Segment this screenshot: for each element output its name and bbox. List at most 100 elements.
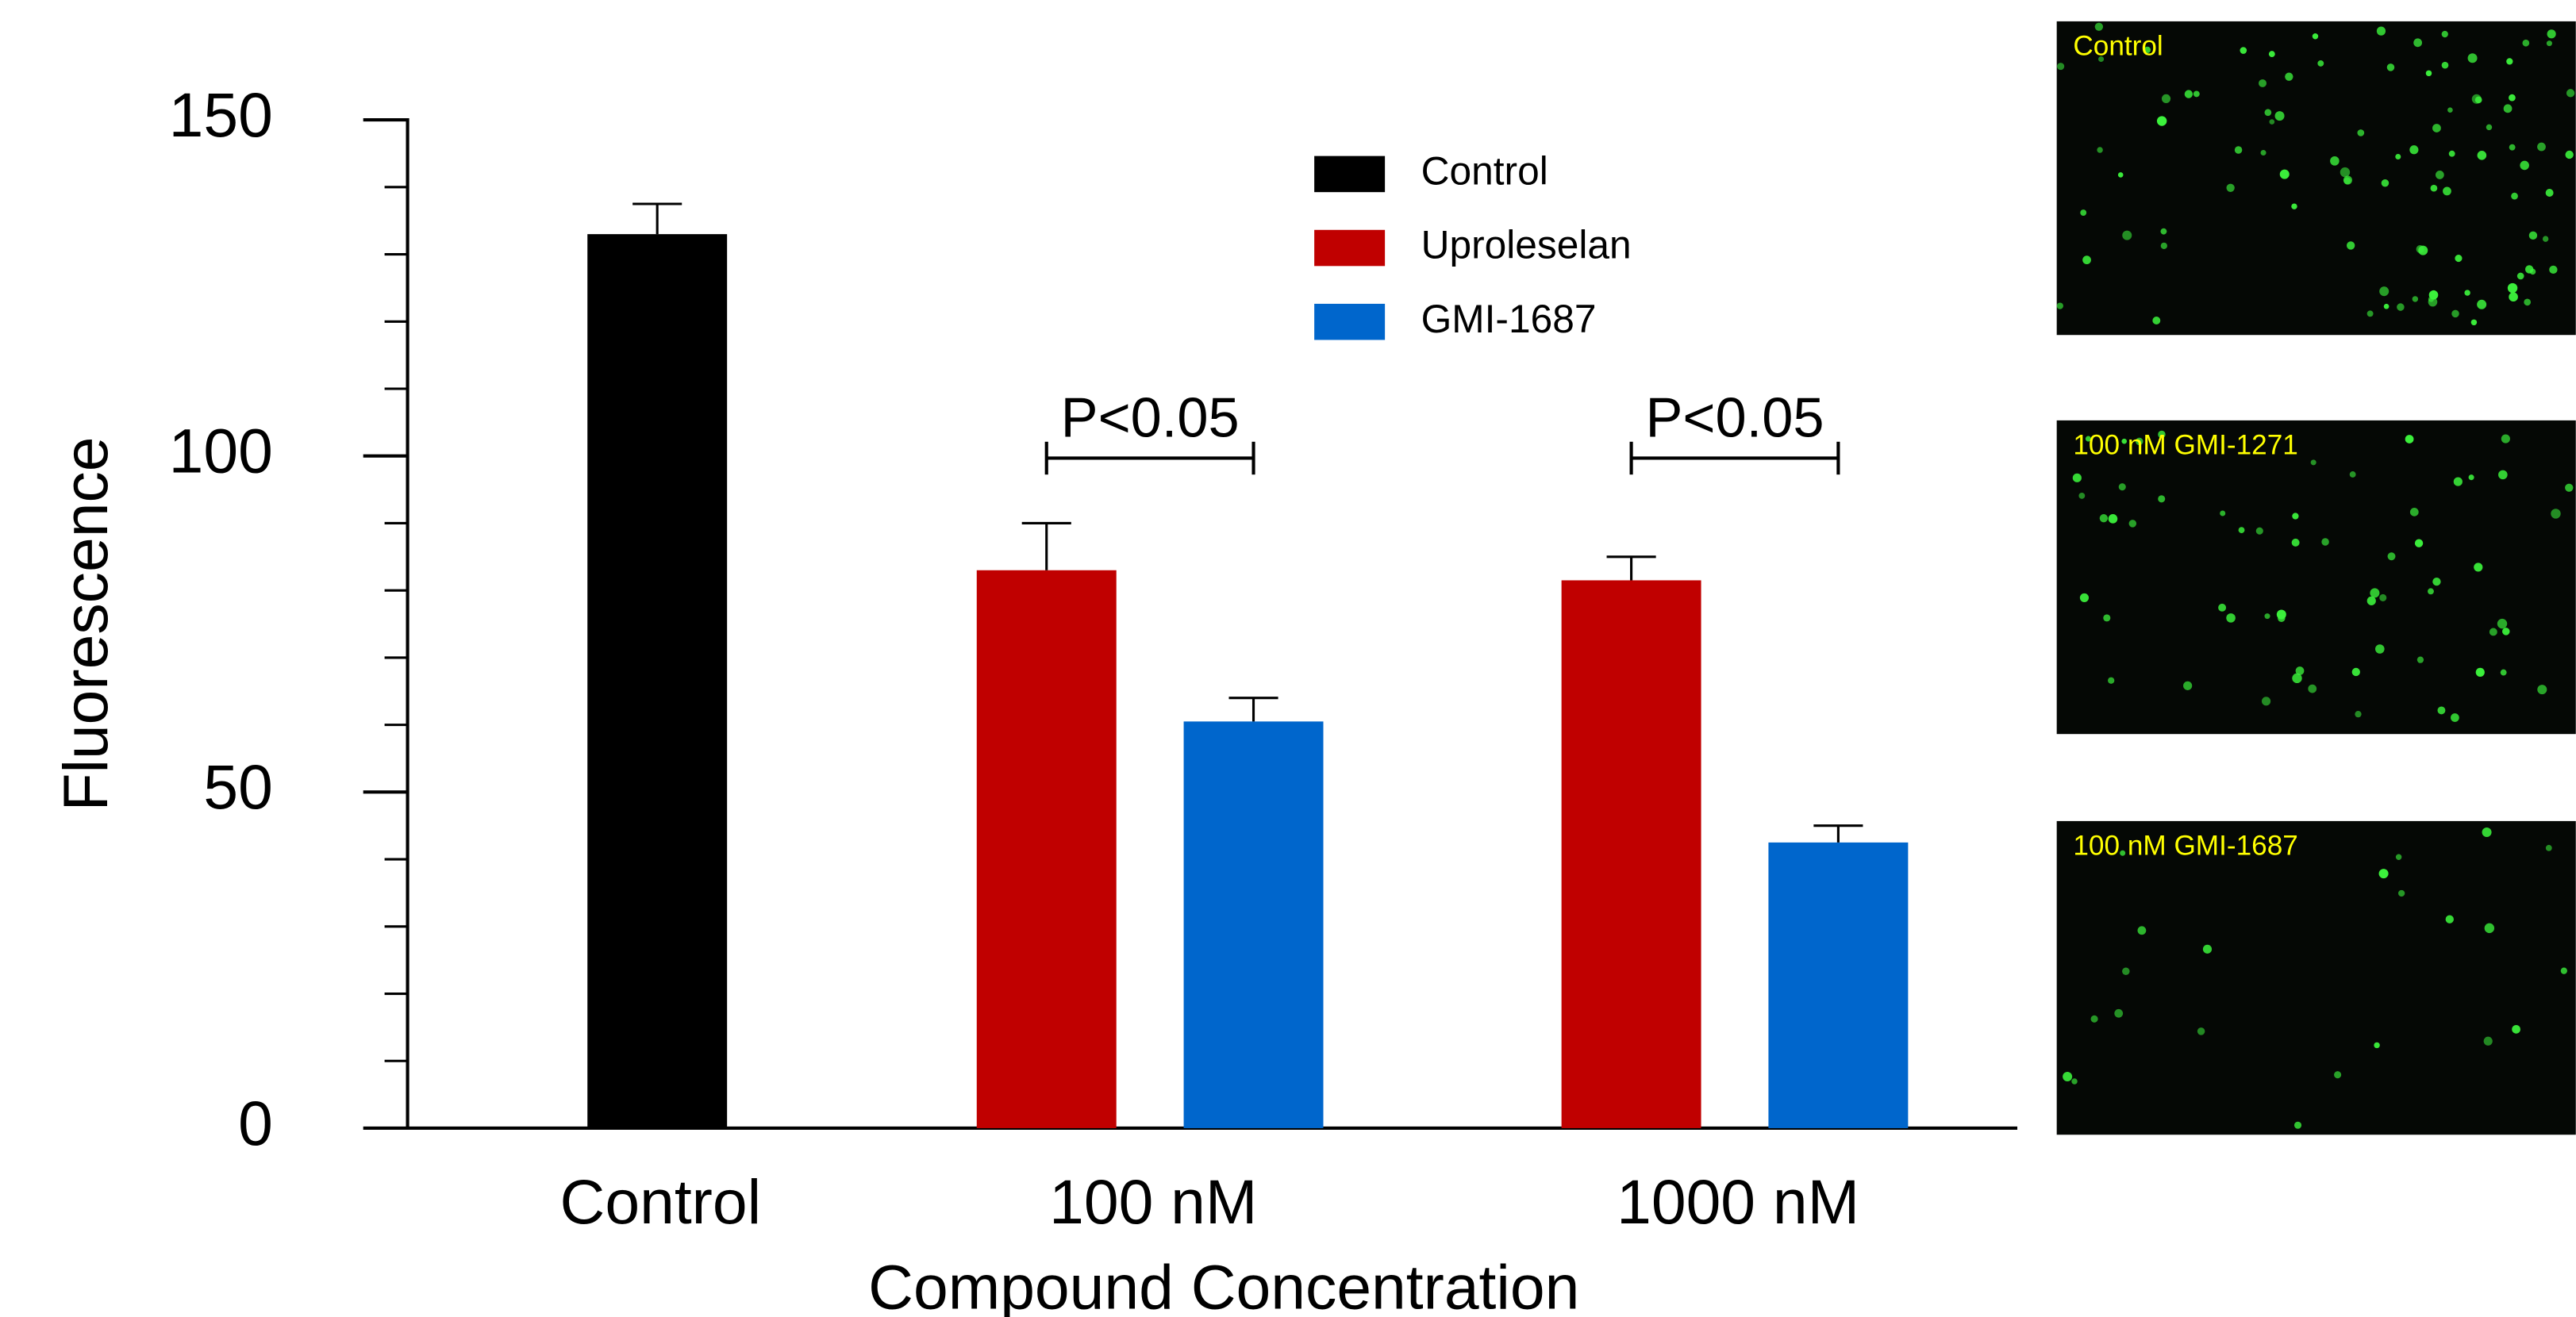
- cell-dot: [2276, 609, 2286, 620]
- cell-dot: [2409, 507, 2419, 516]
- cell-dot: [2537, 142, 2546, 152]
- bar: [587, 234, 728, 1128]
- cell-dot: [2264, 109, 2272, 117]
- legend-swatch: [1314, 229, 1386, 267]
- micrograph-label: 100 nM GMI-1271: [2073, 429, 2297, 460]
- cell-dot: [2082, 255, 2091, 265]
- cell-dot: [2108, 514, 2118, 524]
- cell-dot: [2414, 539, 2424, 547]
- cell-dot: [2292, 673, 2302, 684]
- cell-dot: [2340, 167, 2351, 178]
- cell-dot: [2366, 310, 2374, 317]
- cell-dot: [2425, 70, 2432, 77]
- cell-dot: [2416, 245, 2424, 253]
- y-tick-label: 100: [169, 417, 273, 486]
- cell-dot: [2443, 186, 2451, 196]
- cell-dot: [2386, 63, 2395, 71]
- cell-dot: [2072, 473, 2082, 482]
- y-tick-label: 0: [238, 1089, 273, 1158]
- cell-dot: [2057, 63, 2065, 71]
- cell-dot: [2161, 94, 2171, 103]
- cell-dot: [2063, 1071, 2073, 1081]
- cell-dot: [2136, 437, 2143, 446]
- cell-dot: [2560, 967, 2567, 974]
- cell-dot: [2516, 272, 2524, 280]
- legend-swatch: [1314, 303, 1386, 340]
- cell-dot: [2545, 189, 2554, 197]
- error-bar: [1021, 521, 1071, 570]
- cell-dot: [2565, 150, 2574, 159]
- cell-dot: [2511, 192, 2518, 200]
- cell-dot: [2114, 1008, 2124, 1018]
- cell-dot: [2437, 706, 2446, 715]
- cell-dot: [2370, 588, 2380, 598]
- cell-dot: [2379, 593, 2387, 601]
- cell-dot: [2137, 926, 2147, 935]
- cell-dot: [2509, 144, 2516, 151]
- cell-dot: [2483, 1036, 2493, 1046]
- y-tick-label: 150: [169, 80, 273, 150]
- cell-dot: [2497, 618, 2508, 629]
- cell-dot: [2293, 1121, 2302, 1129]
- micrograph: 100 nM GMI-1271: [2056, 420, 2576, 735]
- cell-dot: [2099, 514, 2109, 523]
- cell-dot: [2085, 436, 2091, 442]
- cell-dot: [2279, 169, 2290, 179]
- cell-dot: [2484, 923, 2495, 934]
- cell-dot: [2524, 298, 2532, 306]
- cell-dot: [2502, 628, 2510, 635]
- cell-dot: [2477, 151, 2487, 160]
- micrograph-label: 100 nM GMI-1687: [2073, 830, 2297, 861]
- cell-dot: [2308, 684, 2317, 693]
- cell-dot: [2467, 53, 2478, 63]
- cell-dot: [2453, 477, 2463, 486]
- cell-dot: [2291, 538, 2300, 547]
- cell-dot: [2117, 172, 2124, 178]
- cell-dot: [2090, 1015, 2098, 1023]
- cell-dot: [2366, 596, 2376, 605]
- cell-dot: [2357, 129, 2365, 136]
- micrograph: Control: [2056, 21, 2576, 336]
- cell-dot: [2482, 827, 2492, 837]
- cell-dot: [2334, 1071, 2342, 1079]
- cell-dot: [2412, 296, 2419, 302]
- cell-dot: [2295, 666, 2305, 675]
- cell-dot: [2405, 435, 2414, 443]
- cell-dot: [2158, 495, 2166, 503]
- cell-dot: [2120, 850, 2126, 856]
- cell-dot: [2409, 145, 2419, 155]
- cell-dot: [2184, 90, 2193, 98]
- cell-dot: [2220, 510, 2226, 516]
- significance-bracket: [1629, 441, 1840, 475]
- cell-dot: [2122, 967, 2130, 976]
- cell-dot: [2413, 38, 2423, 48]
- cell-dot: [2234, 146, 2243, 154]
- x-tick-label: 1000 nM: [1617, 1167, 1859, 1237]
- cell-dot: [2098, 56, 2105, 63]
- cell-dot: [2468, 474, 2474, 481]
- cell-dot: [2397, 889, 2405, 897]
- cell-dot: [2451, 309, 2459, 318]
- micrograph-bg: [2056, 820, 2576, 1135]
- cell-dot: [2264, 613, 2270, 620]
- cell-dot: [2260, 149, 2266, 156]
- cell-dot: [2317, 60, 2324, 67]
- cell-dot: [2259, 79, 2266, 87]
- cell-dot: [2351, 667, 2360, 677]
- cell-dot: [2355, 711, 2362, 718]
- cell-dot: [2486, 124, 2493, 131]
- cell-dot: [2202, 944, 2213, 954]
- bar: [1183, 721, 1324, 1128]
- cell-dot: [2080, 209, 2087, 216]
- cell-dot: [2383, 303, 2390, 309]
- cell-dot: [2441, 61, 2449, 69]
- cell-dot: [2381, 179, 2390, 187]
- cell-dot: [2378, 869, 2389, 879]
- cell-dot: [2347, 241, 2355, 250]
- legend-label: GMI-1687: [1421, 297, 1597, 341]
- error-bar: [1813, 824, 1863, 843]
- cell-dot: [2238, 527, 2245, 534]
- cell-dot: [2108, 677, 2115, 684]
